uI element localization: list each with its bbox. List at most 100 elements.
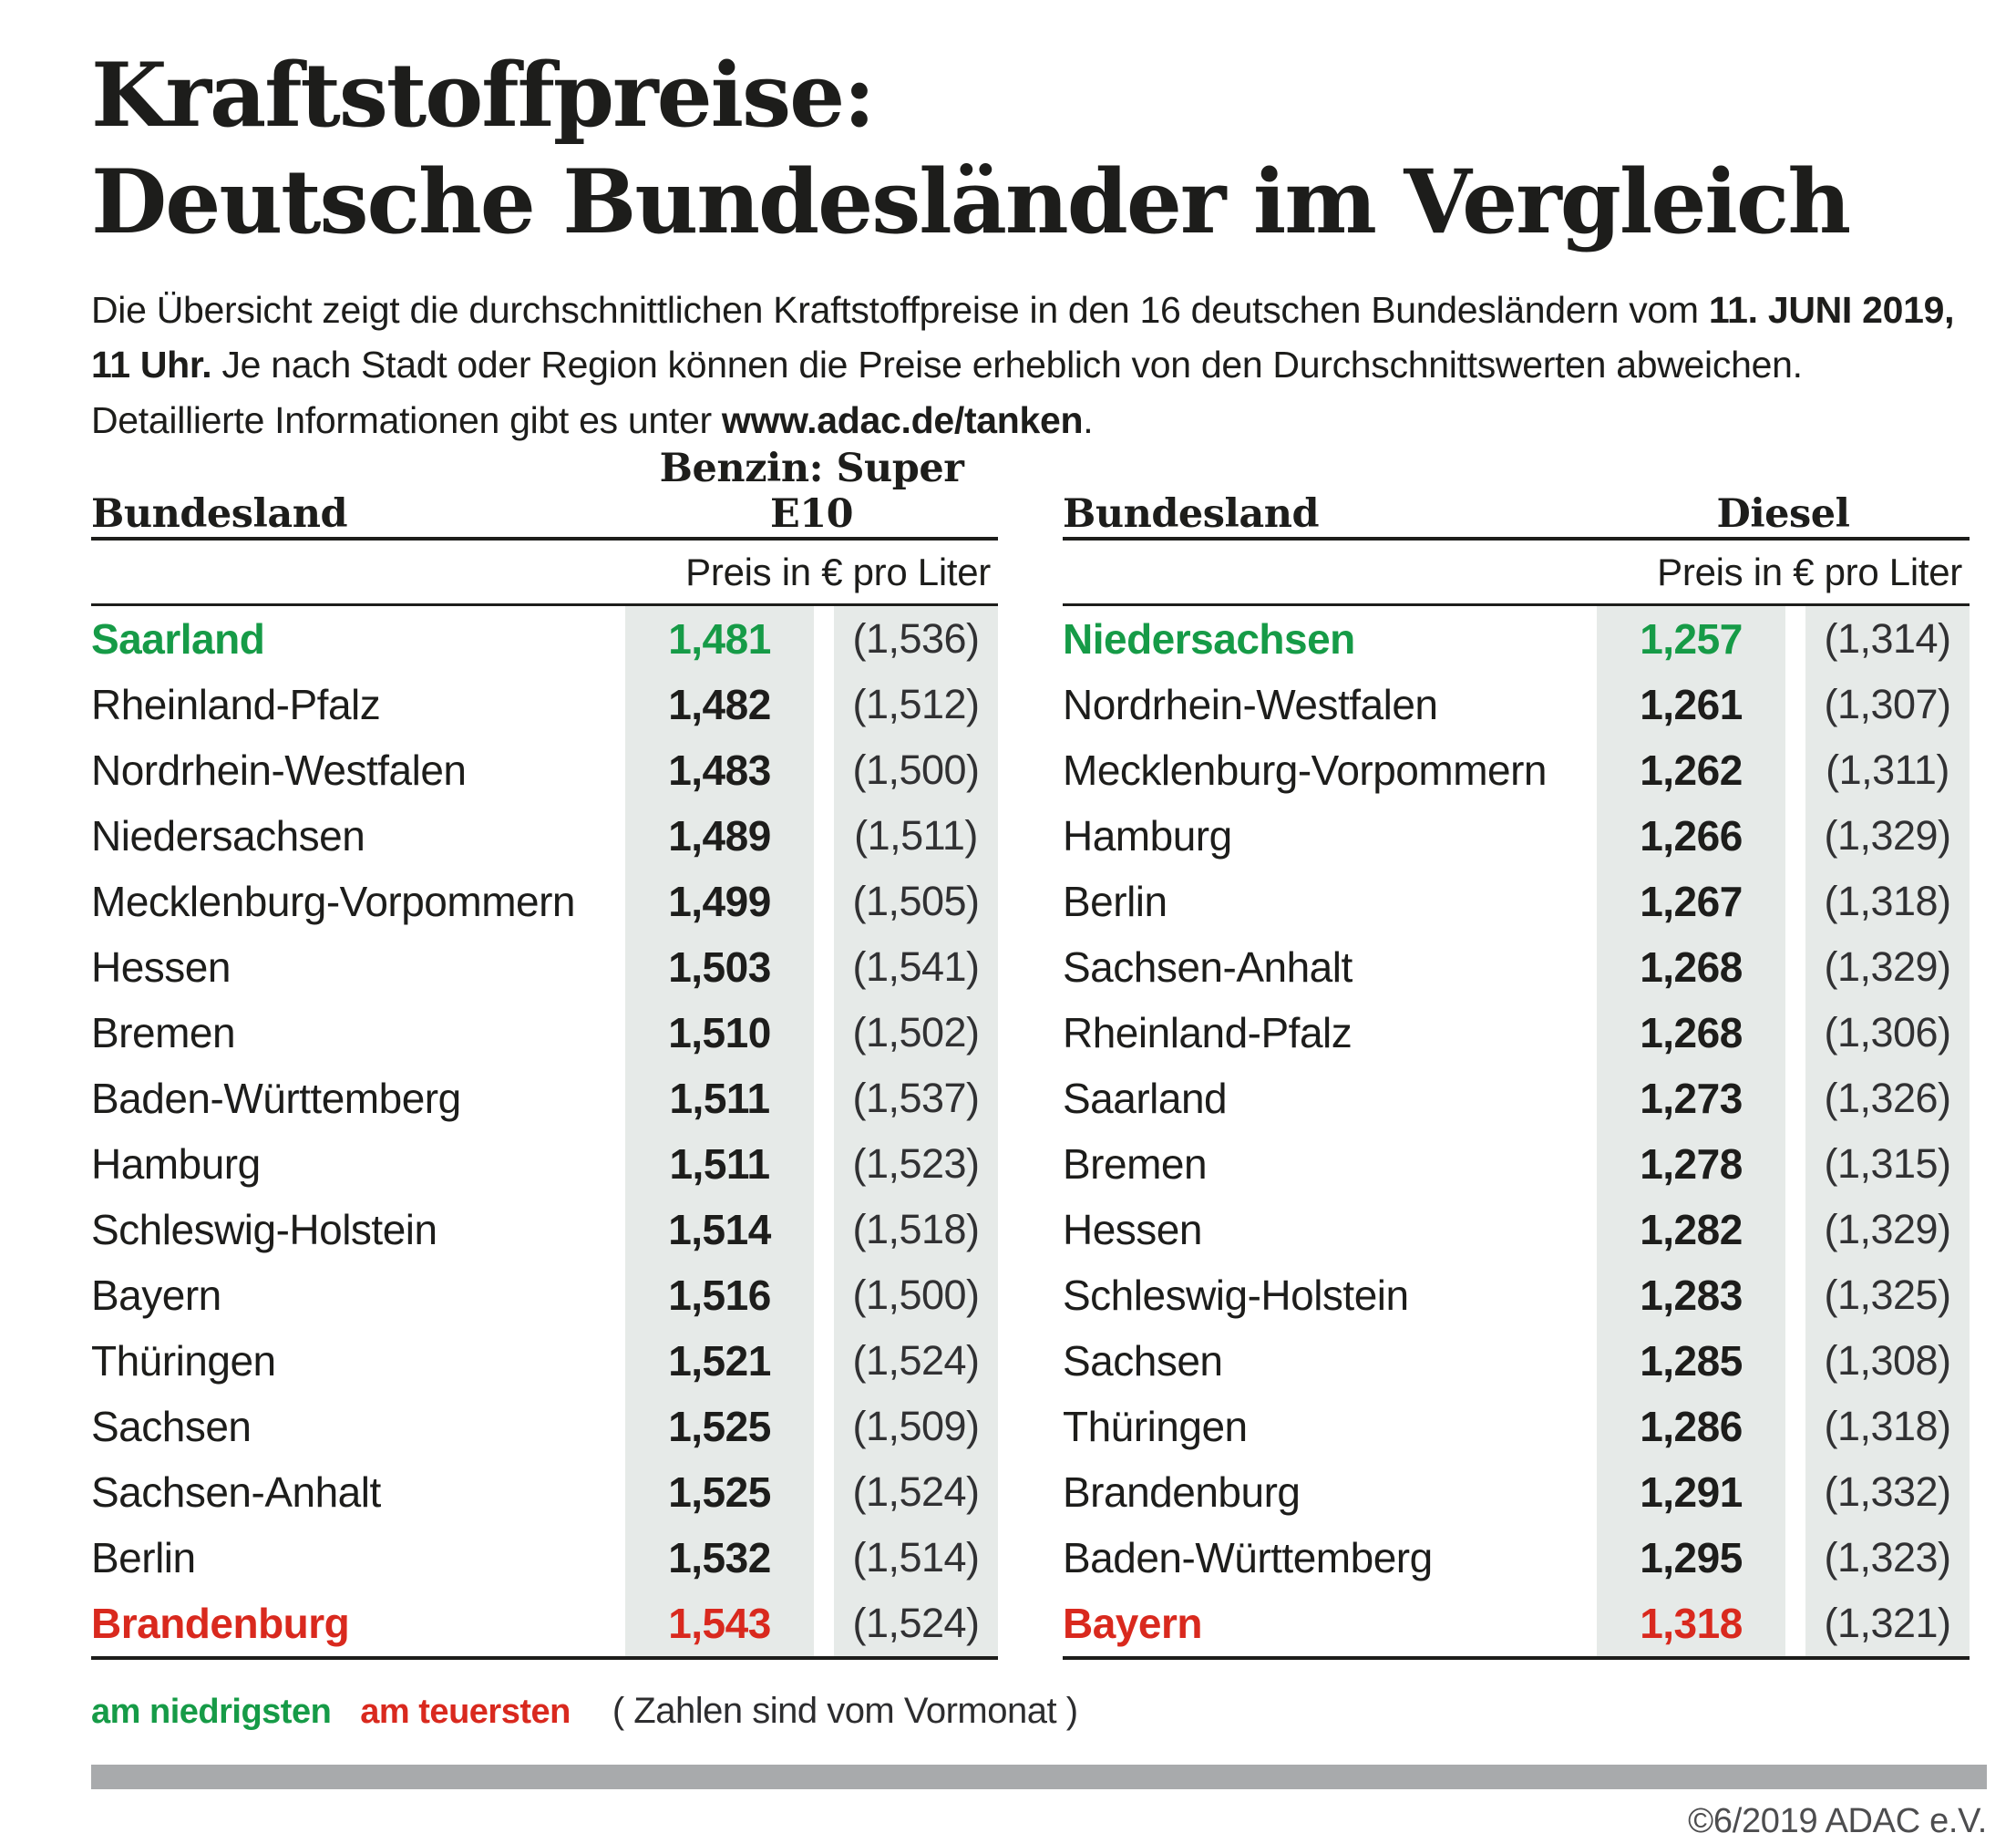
table-row: Rheinland-Pfalz 1,268 (1,306) xyxy=(1063,1000,1970,1066)
table-row: Nordrhein-Westfalen 1,261 (1,307) xyxy=(1063,672,1970,738)
bundesland-label: Rheinland-Pfalz xyxy=(1063,1009,1353,1057)
table-row: Baden-Württemberg 1,511 (1,537) xyxy=(91,1066,998,1132)
bundesland-label: Niedersachsen xyxy=(91,812,365,860)
price-value: 1,257 xyxy=(1597,606,1785,673)
bundesland-label: Mecklenburg-Vorpommern xyxy=(91,878,576,926)
previous-month-value: (1,306) xyxy=(1805,1000,1970,1066)
bundesland-label: Sachsen xyxy=(1063,1337,1223,1385)
previous-month-value: (1,332) xyxy=(1805,1459,1970,1526)
price-value: 1,511 xyxy=(625,1131,814,1198)
column-gap xyxy=(814,934,834,1001)
bundesland-label: Brandenburg xyxy=(91,1600,350,1648)
bundesland-label: Sachsen-Anhalt xyxy=(91,1468,381,1517)
title-line-2: Deutsche Bundesländer im Vergleich xyxy=(91,150,1851,254)
column-gap xyxy=(1785,934,1805,1001)
previous-month-value: (1,536) xyxy=(834,606,998,673)
price-value: 1,525 xyxy=(625,1394,814,1460)
previous-month-value: (1,505) xyxy=(834,869,998,935)
benzin-table-rows: Saarland 1,481 (1,536) Rheinland-Pfalz 1… xyxy=(91,606,998,1661)
bundesland-label: Hessen xyxy=(1063,1206,1202,1254)
price-value: 1,268 xyxy=(1597,1000,1785,1066)
footer-divider-bar xyxy=(91,1765,1987,1790)
legend-lowest-label: am niedrigsten xyxy=(91,1693,332,1732)
column-gap xyxy=(1785,803,1805,870)
bundesland-label: Hessen xyxy=(91,943,231,992)
column-gap xyxy=(814,1262,834,1329)
diesel-land-column-header: Bundesland xyxy=(1063,491,1320,538)
column-gap xyxy=(814,1131,834,1198)
previous-month-value: (1,308) xyxy=(1805,1328,1970,1395)
intro-text-2: Je nach Stadt oder Region können die Pre… xyxy=(211,344,1803,386)
previous-month-value: (1,500) xyxy=(834,737,998,804)
previous-month-value: (1,541) xyxy=(834,934,998,1001)
price-value: 1,543 xyxy=(625,1591,814,1657)
table-row: Berlin 1,532 (1,514) xyxy=(91,1525,998,1591)
price-value: 1,295 xyxy=(1597,1525,1785,1591)
previous-month-value: (1,329) xyxy=(1805,1197,1970,1263)
bundesland-label: Bremen xyxy=(91,1009,236,1057)
legend-note: ( Zahlen sind vom Vormonat ) xyxy=(612,1691,1078,1732)
bundesland-label: Nordrhein-Westfalen xyxy=(91,747,467,795)
price-value: 1,318 xyxy=(1597,1591,1785,1657)
price-value: 1,261 xyxy=(1597,672,1785,738)
table-row: Schleswig-Holstein 1,514 (1,518) xyxy=(91,1197,998,1263)
column-gap xyxy=(1785,1591,1805,1657)
bundesland-label: Saarland xyxy=(1063,1075,1228,1123)
column-gap xyxy=(1785,1394,1805,1460)
bundesland-label: Nordrhein-Westfalen xyxy=(1063,681,1438,729)
intro-date-bold: 11. JUNI 2019, xyxy=(1708,289,1955,332)
intro-paragraph: Die Übersicht zeigt die durchschnittlich… xyxy=(91,283,1969,448)
bundesland-label: Bayern xyxy=(1063,1600,1202,1648)
price-value: 1,489 xyxy=(625,803,814,870)
table-row: Bremen 1,278 (1,315) xyxy=(1063,1131,1970,1198)
price-value: 1,516 xyxy=(625,1262,814,1329)
price-value: 1,283 xyxy=(1597,1262,1785,1329)
bundesland-label: Mecklenburg-Vorpommern xyxy=(1063,747,1548,795)
copyright-text: ©6/2019 ADAC e.V. xyxy=(1688,1802,1987,1833)
table-row: Brandenburg 1,291 (1,332) xyxy=(1063,1459,1970,1526)
table-row: Thüringen 1,286 (1,318) xyxy=(1063,1394,1970,1460)
column-gap xyxy=(814,1000,834,1066)
benzin-land-column-header: Bundesland xyxy=(91,491,348,538)
price-value: 1,482 xyxy=(625,672,814,738)
diesel-table: Bundesland Diesel Preis in € pro Liter N… xyxy=(1063,488,1970,1661)
column-gap xyxy=(814,1066,834,1132)
previous-month-value: (1,326) xyxy=(1805,1066,1970,1132)
price-value: 1,278 xyxy=(1597,1131,1785,1198)
bundesland-label: Hamburg xyxy=(91,1140,261,1189)
previous-month-value: (1,537) xyxy=(834,1066,998,1132)
bundesland-label: Brandenburg xyxy=(1063,1468,1301,1517)
column-gap xyxy=(1785,1197,1805,1263)
previous-month-value: (1,314) xyxy=(1805,606,1970,673)
table-row: Nordrhein-Westfalen 1,483 (1,500) xyxy=(91,737,998,804)
bundesland-label: Bayern xyxy=(91,1272,221,1320)
price-value: 1,511 xyxy=(625,1066,814,1132)
column-gap xyxy=(1785,869,1805,935)
price-value: 1,286 xyxy=(1597,1394,1785,1460)
previous-month-value: (1,524) xyxy=(834,1591,998,1657)
table-row: Hamburg 1,511 (1,523) xyxy=(91,1131,998,1198)
bundesland-label: Berlin xyxy=(91,1534,196,1582)
intro-url-bold: www.adac.de/tanken xyxy=(721,398,1084,441)
table-row: Baden-Württemberg 1,295 (1,323) xyxy=(1063,1525,1970,1591)
bundesland-label: Niedersachsen xyxy=(1063,615,1355,664)
bundesland-label: Saarland xyxy=(91,615,265,664)
previous-month-value: (1,514) xyxy=(834,1525,998,1591)
bundesland-label: Sachsen-Anhalt xyxy=(1063,943,1353,992)
price-value: 1,282 xyxy=(1597,1197,1785,1263)
previous-month-value: (1,524) xyxy=(834,1328,998,1395)
table-row: Niedersachsen 1,257 (1,314) xyxy=(1063,606,1970,673)
price-value: 1,481 xyxy=(625,606,814,673)
price-value: 1,499 xyxy=(625,869,814,935)
previous-month-value: (1,509) xyxy=(834,1394,998,1460)
column-gap xyxy=(814,672,834,738)
previous-month-value: (1,512) xyxy=(834,672,998,738)
column-gap xyxy=(814,1591,834,1657)
previous-month-value: (1,511) xyxy=(834,803,998,870)
column-gap xyxy=(1785,1459,1805,1526)
legend: am niedrigsten am teuersten ( Zahlen sin… xyxy=(91,1691,1987,1732)
page-title: Kraftstoffpreise: Deutsche Bundesländer … xyxy=(91,42,1987,255)
table-row: Niedersachsen 1,489 (1,511) xyxy=(91,803,998,870)
legend-highest-label: am teuersten xyxy=(360,1693,571,1732)
column-gap xyxy=(1785,1262,1805,1329)
